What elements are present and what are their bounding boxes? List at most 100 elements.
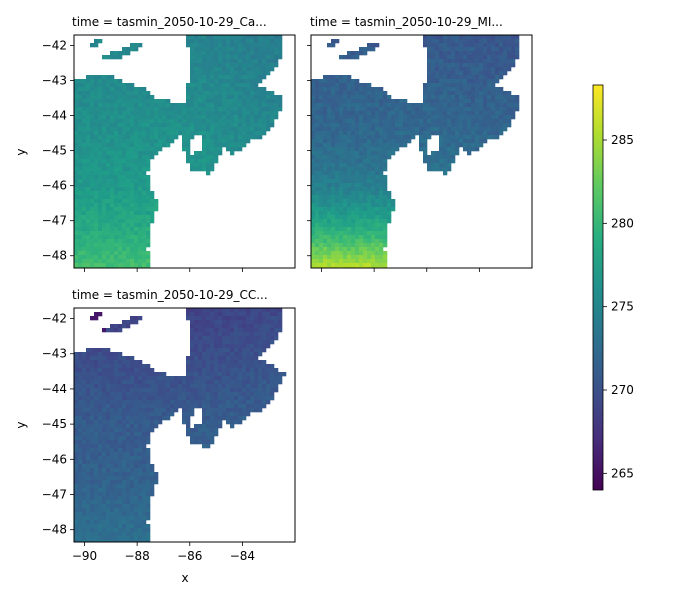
heatmap-cell	[471, 51, 476, 56]
heatmap-cell	[507, 51, 512, 56]
heatmap-cell	[483, 115, 488, 120]
heatmap-cell	[355, 235, 360, 240]
heatmap-cell	[130, 496, 135, 501]
heatmap-cell	[423, 35, 428, 40]
heatmap-cell	[242, 416, 247, 421]
heatmap-cell	[102, 348, 107, 353]
heatmap-cell	[206, 416, 211, 421]
heatmap-cell	[234, 95, 239, 100]
heatmap-cell	[206, 75, 211, 80]
heatmap-cell	[78, 420, 83, 425]
heatmap-cell	[218, 424, 223, 429]
heatmap-cell	[435, 123, 440, 128]
heatmap-cell	[110, 75, 115, 80]
heatmap-cell	[230, 59, 235, 64]
heatmap-cell	[106, 171, 111, 176]
heatmap-cell	[266, 376, 271, 381]
heatmap-cell	[138, 416, 143, 421]
heatmap-cell	[479, 103, 484, 108]
heatmap-cell	[254, 95, 259, 100]
heatmap-cell	[359, 151, 364, 156]
heatmap-cell	[315, 259, 320, 264]
heatmap-cell	[190, 404, 195, 409]
heatmap-cell	[122, 436, 127, 441]
heatmap-cell	[455, 71, 460, 76]
heatmap-cell	[202, 428, 207, 433]
heatmap-cell	[138, 167, 143, 172]
heatmap-cell	[142, 436, 147, 441]
heatmap-cell	[198, 380, 203, 385]
heatmap-cell	[106, 139, 111, 144]
heatmap-cell	[363, 179, 368, 184]
heatmap-cell	[142, 424, 147, 429]
heatmap-cell	[206, 171, 211, 176]
heatmap-cell	[266, 396, 271, 401]
heatmap-cell	[379, 171, 384, 176]
heatmap-cell	[343, 231, 348, 236]
heatmap-cell	[174, 127, 179, 132]
heatmap-cell	[82, 219, 87, 224]
heatmap-cell	[218, 352, 223, 357]
heatmap-cell	[375, 143, 380, 148]
heatmap-cell	[110, 468, 115, 473]
heatmap-cell	[351, 227, 356, 232]
heatmap-cell	[126, 356, 131, 361]
heatmap-cell	[102, 376, 107, 381]
heatmap-cell	[86, 492, 91, 497]
heatmap-cell	[234, 143, 239, 148]
heatmap-cell	[395, 131, 400, 136]
heatmap-cell	[202, 372, 207, 377]
heatmap-cell	[78, 412, 83, 417]
heatmap-cell	[122, 111, 127, 116]
heatmap-cell	[471, 75, 476, 80]
heatmap-cell	[359, 239, 364, 244]
heatmap-cell	[427, 91, 432, 96]
heatmap-cell	[391, 131, 396, 136]
heatmap-cell	[319, 167, 324, 172]
heatmap-cell	[98, 195, 103, 200]
heatmap-cell	[423, 119, 428, 124]
heatmap-cell	[327, 255, 332, 260]
heatmap-cell	[102, 460, 107, 465]
heatmap-cell	[154, 424, 159, 429]
heatmap-cell	[315, 235, 320, 240]
heatmap-cell	[375, 163, 380, 168]
heatmap-cell	[78, 215, 83, 220]
heatmap-cell	[375, 147, 380, 152]
heatmap-cell	[242, 75, 247, 80]
heatmap-cell	[126, 404, 131, 409]
y-tick-label: −46	[42, 179, 67, 193]
heatmap-cell	[399, 139, 404, 144]
heatmap-cell	[98, 408, 103, 413]
heatmap-cell	[82, 247, 87, 252]
heatmap-cell	[178, 384, 183, 389]
heatmap-cell	[202, 143, 207, 148]
heatmap-cell	[210, 364, 215, 369]
heatmap-cell	[218, 147, 223, 152]
heatmap-cell	[134, 215, 139, 220]
heatmap-cell	[82, 392, 87, 397]
heatmap-cell	[78, 516, 83, 521]
heatmap-cell	[134, 460, 139, 465]
heatmap-cell	[138, 516, 143, 521]
heatmap-cell	[371, 127, 376, 132]
heatmap-cell	[198, 336, 203, 341]
heatmap-cell	[315, 83, 320, 88]
heatmap-cell	[126, 484, 131, 489]
heatmap-cell	[174, 396, 179, 401]
heatmap-cell	[319, 187, 324, 192]
heatmap-cell	[146, 496, 151, 501]
heatmap-cell	[347, 87, 352, 92]
heatmap-cell	[110, 412, 115, 417]
heatmap-cell	[114, 115, 119, 120]
heatmap-cell	[178, 127, 183, 132]
heatmap-cell	[94, 348, 99, 353]
heatmap-cell	[451, 35, 456, 40]
heatmap-cell	[311, 147, 316, 152]
heatmap-cell	[86, 520, 91, 525]
heatmap-cell	[162, 392, 167, 397]
heatmap-cell	[110, 408, 115, 413]
heatmap-cell	[254, 324, 259, 329]
heatmap-cell	[142, 219, 147, 224]
heatmap-cell	[439, 159, 444, 164]
